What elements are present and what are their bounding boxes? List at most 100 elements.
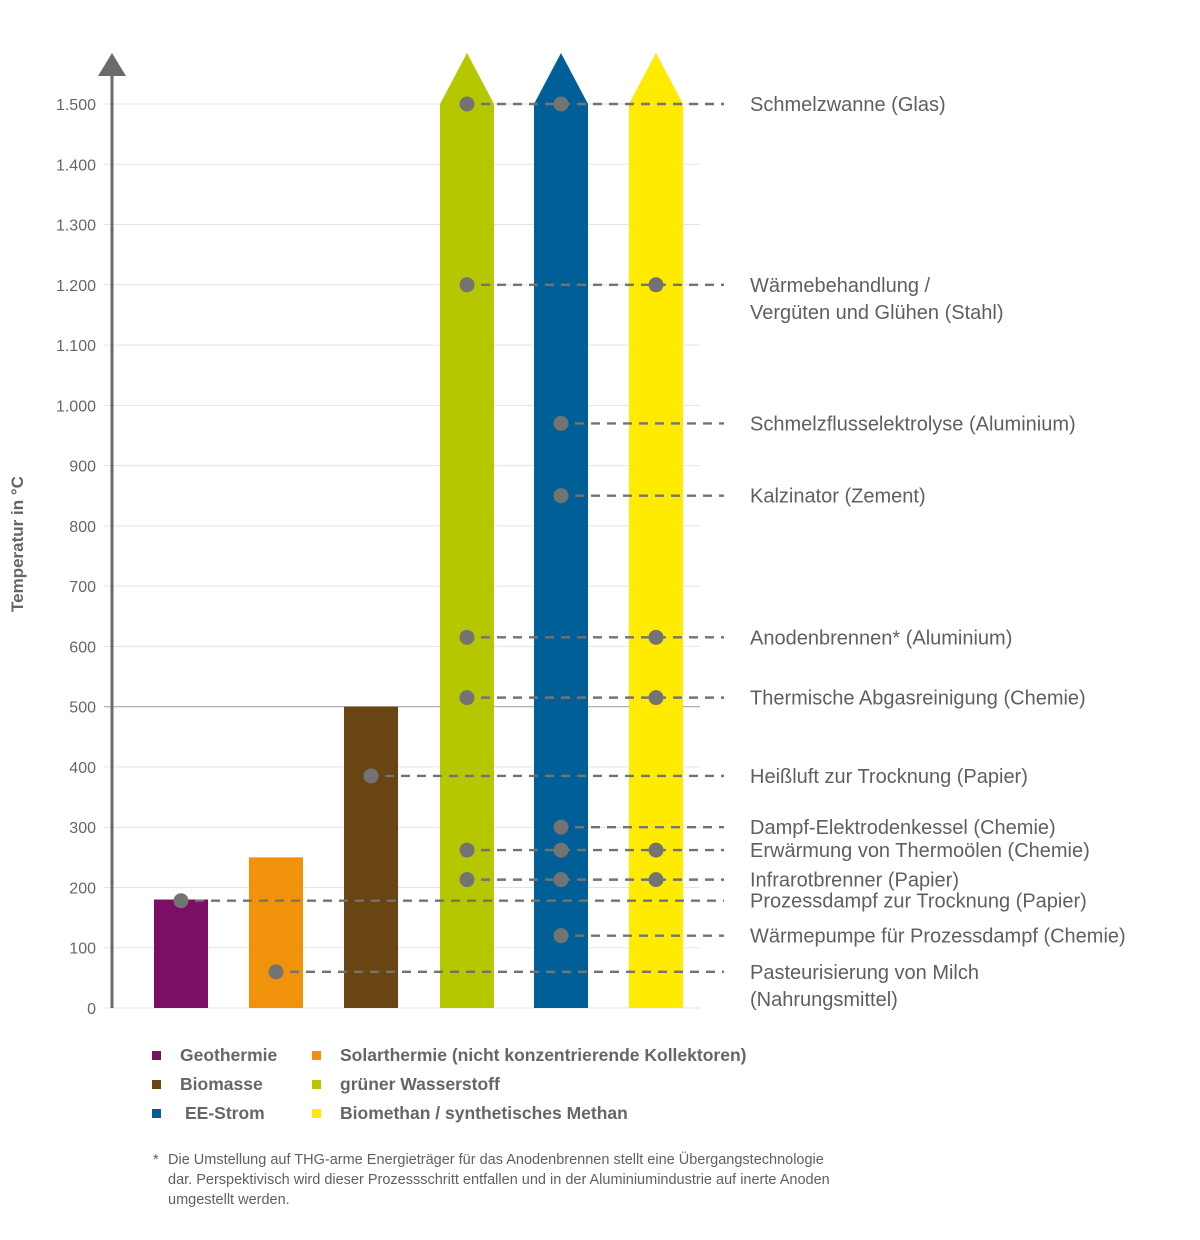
bar-ee-strom-arrow — [534, 53, 588, 1008]
process-marker — [648, 690, 664, 706]
process-marker — [648, 629, 664, 645]
y-tick-label: 300 — [69, 820, 96, 837]
legend-item-biomasse: Biomasse — [152, 1073, 310, 1095]
y-tick-label: 400 — [69, 760, 96, 777]
process-marker — [553, 842, 569, 858]
y-tick-label: 800 — [69, 519, 96, 536]
process-label: Anodenbrennen* (Aluminium) — [750, 627, 1012, 649]
process-label: Thermische Abgasreinigung (Chemie) — [750, 688, 1086, 710]
process-marker — [553, 488, 569, 504]
process-label: Kalzinator (Zement) — [750, 486, 926, 508]
process-marker — [459, 629, 475, 645]
process-marker — [553, 928, 569, 944]
y-axis: 0 100 200 300 400 500 600 700 800 900 1.000 1.100 1.… — [56, 53, 126, 1018]
process-label: Schmelzflusselektrolyse (Aluminium) — [750, 413, 1076, 435]
y-axis-arrow — [98, 53, 126, 76]
y-tick-label: 600 — [69, 639, 96, 656]
legend-label: grüner Wasserstoff — [340, 1073, 500, 1094]
y-tick-label: 1.200 — [56, 278, 96, 295]
process-label: Pasteurisierung von Milch (Nahrungsmittel… — [750, 962, 979, 1011]
process-label-line: Schmelzwanne (Glas) — [750, 94, 946, 116]
process-label-line: Kalzinator (Zement) — [750, 486, 926, 508]
footnote-marker: * — [153, 1152, 159, 1168]
process-label: Heißluft zur Trocknung (Papier) — [750, 766, 1028, 788]
y-tick-label: 0 — [87, 1001, 96, 1018]
bar-biomethan-arrow — [629, 53, 683, 1008]
legend-swatch — [152, 1108, 161, 1118]
bars — [154, 53, 683, 1008]
bar-solarthermie — [249, 857, 303, 1008]
process-marker — [459, 96, 475, 112]
process-marker — [173, 893, 189, 909]
process-marker — [553, 96, 569, 112]
legend-item-ee-strom: EE-Strom — [152, 1102, 310, 1124]
y-tick-label: 900 — [69, 459, 96, 476]
process-label-line: Dampf-Elektrodenkessel (Chemie) — [750, 817, 1056, 839]
process-label-line: Erwärmung von Thermoölen (Chemie) — [750, 840, 1090, 862]
process-marker — [459, 842, 475, 858]
bar-geothermie — [154, 899, 208, 1008]
bar-biomasse — [344, 706, 398, 1008]
y-tick-label: 1.400 — [56, 157, 96, 174]
legend-swatch — [312, 1050, 321, 1060]
y-tick-label: 200 — [69, 880, 96, 897]
process-label-line: Pasteurisierung von Milch — [750, 962, 979, 984]
y-tick-label: 1.100 — [56, 338, 96, 355]
legend: Geothermie Solarthermie (nicht konzentri… — [152, 1044, 746, 1124]
legend-swatch — [152, 1079, 161, 1089]
process-marker — [648, 872, 664, 888]
y-axis-title: Temperatur in °C — [8, 476, 27, 612]
process-marker — [553, 819, 569, 835]
legend-label: Biomethan / synthetisches Methan — [340, 1102, 628, 1123]
legend-item-solarthermie: Solarthermie (nicht konzentrierende Koll… — [312, 1044, 746, 1066]
y-tick-label: 100 — [69, 941, 96, 958]
legend-swatch — [312, 1079, 321, 1089]
y-tick-label: 1.000 — [56, 398, 96, 415]
legend-label: Geothermie — [180, 1044, 278, 1065]
process-label-line: Wärmebehandlung / — [750, 275, 931, 297]
process-markers: Schmelzwanne (Glas) Wärmebehandlung / Verg… — [173, 94, 1126, 1011]
process-marker — [553, 415, 569, 431]
grid-lines — [104, 103, 700, 1009]
legend-item-wasserstoff: grüner Wasserstoff — [312, 1073, 746, 1095]
process-marker — [553, 872, 569, 888]
process-label-line: Thermische Abgasreinigung (Chemie) — [750, 688, 1086, 710]
y-tick-label: 1.500 — [56, 97, 96, 114]
process-label: Dampf-Elektrodenkessel (Chemie) — [750, 817, 1056, 839]
process-label: Erwärmung von Thermoölen (Chemie) — [750, 840, 1090, 862]
legend-item-geothermie: Geothermie — [152, 1044, 310, 1066]
process-marker — [459, 872, 475, 888]
legend-swatch — [312, 1108, 321, 1118]
y-tick-label: 700 — [69, 579, 96, 596]
process-label-line: Vergüten und Glühen (Stahl) — [750, 302, 1004, 324]
process-label-line: Anodenbrennen* (Aluminium) — [750, 627, 1012, 649]
legend-item-methan: Biomethan / synthetisches Methan — [312, 1102, 746, 1124]
process-marker — [268, 964, 284, 980]
legend-label: Solarthermie (nicht konzentrierende Koll… — [340, 1044, 747, 1065]
process-label-line: Infrarotbrenner (Papier) — [750, 870, 959, 892]
process-marker — [648, 277, 664, 293]
legend-label: EE-Strom — [185, 1102, 265, 1123]
bar-grüner-arrow — [440, 53, 494, 1008]
process-label: Wärmepumpe für Prozessdampf (Chemie) — [750, 926, 1126, 948]
process-label-line: Schmelzflusselektrolyse (Aluminium) — [750, 413, 1076, 435]
y-tick-label: 1.300 — [56, 218, 96, 235]
process-marker — [459, 277, 475, 293]
legend-label: Biomasse — [180, 1073, 263, 1094]
temperature-chart: 0 100 200 300 400 500 600 700 800 900 1.000 1.100 1.… — [8, 53, 1126, 1018]
footnote: * Die Umstellung auf THG-arme Energieträ… — [153, 1150, 833, 1210]
process-label-line: (Nahrungsmittel) — [750, 989, 898, 1011]
process-label: Schmelzwanne (Glas) — [750, 94, 946, 116]
process-marker — [648, 842, 664, 858]
y-tick-label: 500 — [69, 700, 96, 717]
footnote-text: Die Umstellung auf THG-arme Energieträge… — [168, 1152, 830, 1208]
legend-swatch — [152, 1050, 161, 1060]
process-label-line: Wärmepumpe für Prozessdampf (Chemie) — [750, 926, 1126, 948]
process-label-line: Heißluft zur Trocknung (Papier) — [750, 766, 1028, 788]
process-label: Wärmebehandlung / Vergüten und Glühen (St… — [750, 275, 1004, 324]
process-marker — [363, 768, 379, 784]
process-label: Infrarotbrenner (Papier) — [750, 870, 959, 892]
process-label: Prozessdampf zur Trocknung (Papier) — [750, 891, 1087, 913]
process-marker — [459, 690, 475, 706]
process-label-line: Prozessdampf zur Trocknung (Papier) — [750, 891, 1087, 913]
